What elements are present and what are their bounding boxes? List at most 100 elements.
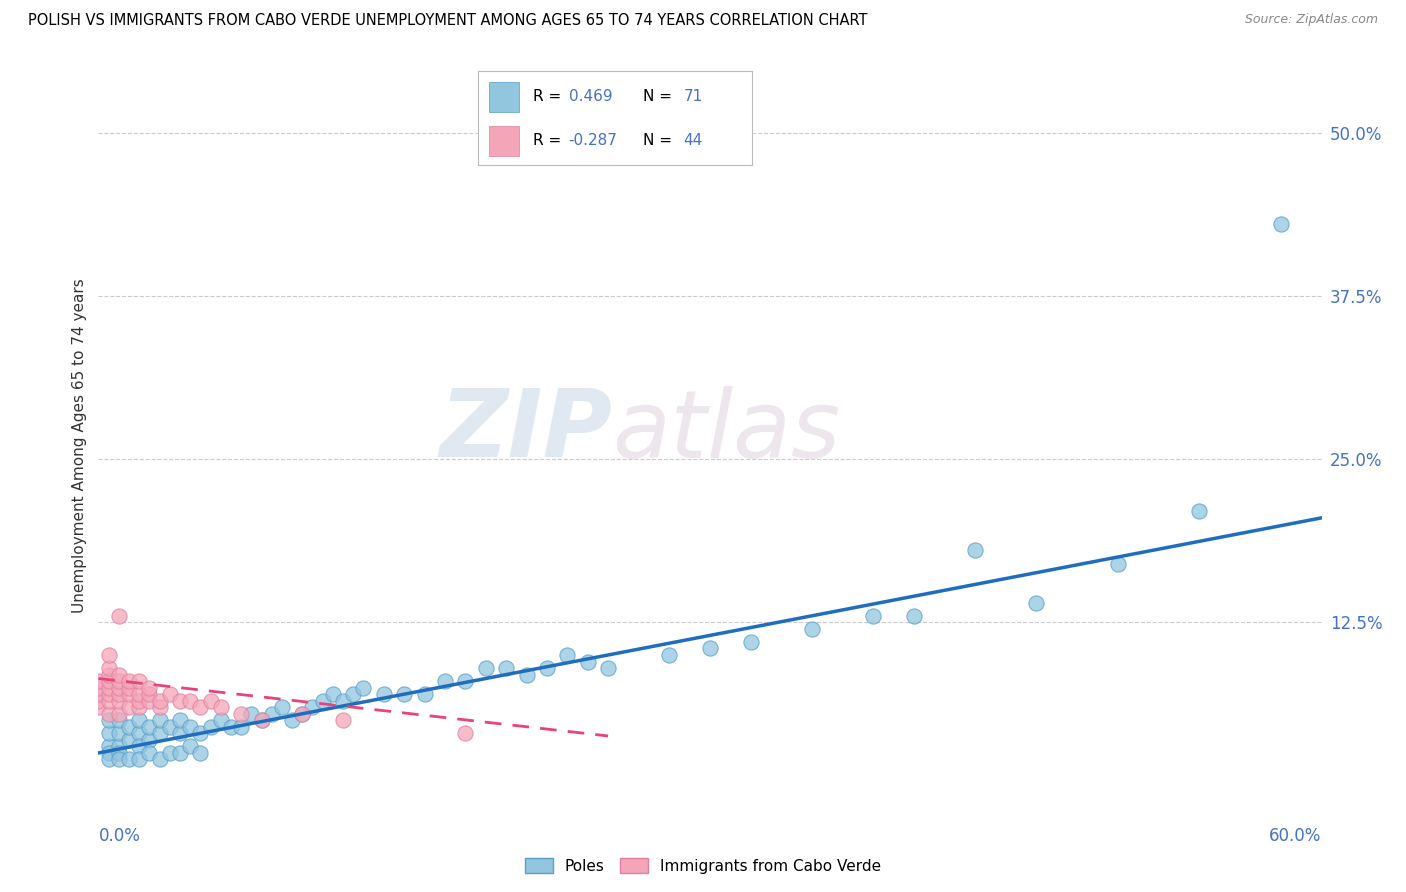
Point — [149, 700, 172, 714]
Point — [740, 635, 762, 649]
Point — [392, 687, 416, 701]
Point — [87, 694, 110, 708]
Point — [87, 674, 110, 689]
Point — [128, 739, 150, 754]
Text: 60.0%: 60.0% — [1270, 828, 1322, 846]
Point — [97, 674, 120, 689]
Text: 0.0%: 0.0% — [98, 828, 141, 846]
Point — [97, 706, 120, 721]
Point — [97, 714, 120, 728]
Point — [118, 720, 141, 734]
Point — [270, 700, 294, 714]
Point — [903, 608, 925, 623]
Point — [231, 720, 253, 734]
Point — [108, 746, 131, 760]
Point — [1107, 557, 1129, 571]
Text: 0.469: 0.469 — [568, 89, 612, 104]
Point — [128, 694, 150, 708]
Point — [179, 720, 201, 734]
Point — [138, 694, 160, 708]
Text: R =: R = — [533, 133, 567, 148]
Point — [128, 687, 150, 701]
Point — [138, 732, 160, 747]
Point — [495, 661, 517, 675]
Point — [188, 700, 212, 714]
Y-axis label: Unemployment Among Ages 65 to 74 years: Unemployment Among Ages 65 to 74 years — [72, 278, 87, 614]
Point — [209, 714, 232, 728]
Point — [118, 674, 141, 689]
Point — [128, 714, 150, 728]
Point — [188, 746, 212, 760]
Point — [312, 694, 335, 708]
Point — [250, 714, 273, 728]
Point — [281, 714, 304, 728]
Point — [474, 661, 498, 675]
Legend: Poles, Immigrants from Cabo Verde: Poles, Immigrants from Cabo Verde — [519, 852, 887, 880]
Point — [373, 687, 395, 701]
Point — [108, 667, 131, 681]
Point — [699, 641, 721, 656]
Point — [576, 655, 599, 669]
Text: POLISH VS IMMIGRANTS FROM CABO VERDE UNEMPLOYMENT AMONG AGES 65 TO 74 YEARS CORR: POLISH VS IMMIGRANTS FROM CABO VERDE UNE… — [28, 13, 868, 29]
Point — [118, 687, 141, 701]
Point — [149, 752, 172, 766]
Point — [128, 726, 150, 740]
Point — [516, 667, 538, 681]
Point — [342, 687, 364, 701]
Point — [97, 726, 120, 740]
Point — [965, 543, 987, 558]
Point — [179, 739, 201, 754]
Text: R =: R = — [533, 89, 567, 104]
Point — [118, 681, 141, 695]
Point — [97, 752, 120, 766]
Point — [188, 726, 212, 740]
Point — [108, 739, 131, 754]
Text: atlas: atlas — [612, 386, 841, 477]
Point — [138, 687, 160, 701]
Point — [149, 714, 172, 728]
Point — [108, 674, 131, 689]
Point — [108, 694, 131, 708]
Text: -0.287: -0.287 — [568, 133, 617, 148]
Point — [149, 726, 172, 740]
Point — [200, 720, 222, 734]
Bar — [489, 82, 519, 112]
Point — [97, 648, 120, 662]
Bar — [489, 126, 519, 156]
Point — [209, 700, 232, 714]
Point — [352, 681, 374, 695]
Point — [97, 694, 120, 708]
Point — [240, 706, 263, 721]
Point — [250, 714, 273, 728]
Point — [108, 687, 131, 701]
Point — [413, 687, 436, 701]
Text: N =: N = — [643, 133, 676, 148]
Point — [97, 661, 120, 675]
Point — [97, 739, 120, 754]
Point — [231, 706, 253, 721]
Point — [138, 746, 160, 760]
Point — [87, 700, 110, 714]
Point — [97, 667, 120, 681]
Point — [291, 706, 314, 721]
Point — [658, 648, 681, 662]
Point — [87, 681, 110, 695]
Point — [108, 706, 131, 721]
Point — [434, 674, 457, 689]
Point — [169, 694, 191, 708]
Point — [108, 608, 131, 623]
Point — [128, 752, 150, 766]
Point — [169, 726, 191, 740]
Text: N =: N = — [643, 89, 676, 104]
Point — [179, 694, 201, 708]
Point — [149, 694, 172, 708]
Point — [301, 700, 323, 714]
Point — [219, 720, 242, 734]
Point — [108, 726, 131, 740]
Point — [108, 681, 131, 695]
Point — [128, 700, 150, 714]
Point — [138, 681, 160, 695]
Text: 44: 44 — [683, 133, 703, 148]
Point — [97, 746, 120, 760]
Text: 71: 71 — [683, 89, 703, 104]
